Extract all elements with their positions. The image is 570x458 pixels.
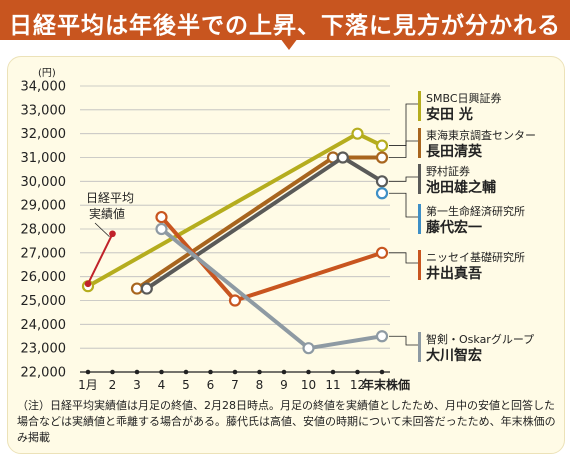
y-tick-label: 24,000 <box>21 318 67 333</box>
series-point <box>155 222 168 236</box>
series-point <box>130 282 144 295</box>
y-tick-label: 25,000 <box>21 294 67 309</box>
series-point <box>302 342 315 355</box>
actual-label-leader <box>94 222 110 238</box>
y-tick-label: 33,000 <box>21 103 67 118</box>
x-tick-dot <box>306 369 311 375</box>
x-tick-label: 4 <box>158 378 166 392</box>
x-tick-label: 8 <box>256 378 264 392</box>
series-point <box>155 210 168 224</box>
x-tick-label: 9 <box>280 378 288 392</box>
series-line <box>145 155 384 291</box>
label-color-bar <box>418 164 421 194</box>
footnote: （注）日経平均実績値は月足の終値、2月28日時点。月足の終値を実績値としたため、… <box>17 399 556 444</box>
actual-label: 実績値 <box>89 206 125 221</box>
x-tick-dot <box>110 369 115 375</box>
title-bar: 日経平均は年後半での上昇、下落に見方が分かれる <box>0 0 570 40</box>
analyst-firm: 第一生命経済研究所 <box>426 204 525 218</box>
x-tick-label: 10 <box>301 378 316 392</box>
x-tick-label: 6 <box>207 378 215 392</box>
analyst-name: 大川智宏 <box>426 347 482 364</box>
label-leader <box>389 192 418 218</box>
series-point <box>140 282 153 295</box>
x-tick-label: 11 <box>325 378 340 392</box>
actual-line <box>87 233 114 285</box>
x-tick-dot <box>85 369 91 375</box>
label-color-bar <box>418 332 421 362</box>
x-tick-dot <box>355 369 360 375</box>
x-tick-dot <box>232 369 238 375</box>
y-tick-label: 32,000 <box>21 127 67 142</box>
y-tick-label: 23,000 <box>21 342 67 357</box>
label-color-bar <box>418 250 421 280</box>
x-tick-label: 5 <box>182 378 190 392</box>
x-tick-label: 1月 <box>78 378 98 392</box>
analyst-firm: 野村証券 <box>426 164 470 178</box>
x-tick-label: 3 <box>133 378 141 392</box>
label-leader <box>389 252 418 264</box>
label-leader <box>389 103 418 146</box>
y-tick-label: 30,000 <box>21 175 67 190</box>
x-tick-label: 年末株価 <box>362 377 410 392</box>
title-pointer <box>280 38 298 50</box>
analyst-firm: 智剣・Oskarグループ <box>426 332 534 346</box>
y-tick-label: 22,000 <box>21 366 67 381</box>
x-tick-dot <box>379 369 385 375</box>
x-tick-dot <box>330 369 336 375</box>
y-tick-label: 34,000 <box>21 80 67 95</box>
y-unit-label: (円) <box>38 68 56 79</box>
analyst-name: 長田清英 <box>426 143 483 160</box>
x-tick-label: 7 <box>231 378 239 392</box>
series-point <box>351 127 364 140</box>
x-tick-dot <box>281 369 287 375</box>
label-leader <box>389 335 418 346</box>
y-tick-label: 28,000 <box>21 223 67 238</box>
label-leader <box>389 140 418 158</box>
x-tick-dot <box>134 369 140 375</box>
label-leader <box>389 176 418 182</box>
x-tick-dot <box>183 369 189 375</box>
label-color-bar <box>418 204 421 234</box>
y-tick-label: 29,000 <box>21 199 67 214</box>
series-point <box>375 246 389 259</box>
analyst-name: 井出真吾 <box>426 265 482 282</box>
analyst-name: 池田雄之輔 <box>426 179 496 196</box>
y-tick-label: 31,000 <box>21 151 67 166</box>
series-point <box>375 175 389 188</box>
actual-point <box>109 230 116 238</box>
analyst-name: 安田 光 <box>426 106 473 123</box>
series-point <box>375 330 389 343</box>
actual-label: 日経平均 <box>86 191 134 205</box>
series-point <box>375 151 389 164</box>
x-tick-dot <box>208 369 213 375</box>
x-tick-label: 2 <box>109 378 117 392</box>
analyst-firm: SMBC日興証券 <box>426 91 502 105</box>
series-point <box>375 187 389 200</box>
x-tick-label: 12 <box>350 378 365 392</box>
analyst-name: 藤代宏一 <box>426 219 482 236</box>
series-point <box>228 294 242 307</box>
label-color-bar <box>418 91 421 121</box>
y-tick-label: 27,000 <box>21 246 67 261</box>
actual-point <box>84 280 92 288</box>
chart-panel <box>7 56 565 454</box>
analyst-firm: ニッセイ基礎研究所 <box>426 250 525 264</box>
label-color-bar <box>418 128 421 158</box>
x-tick-dot <box>257 369 262 375</box>
analyst-firm: 東海東京調査センター <box>426 128 536 142</box>
x-tick-dot <box>159 369 164 375</box>
series-point <box>375 139 389 152</box>
y-tick-label: 26,000 <box>21 270 67 285</box>
chart-title: 日経平均は年後半での上昇、下落に見方が分かれる <box>9 13 561 39</box>
series-point <box>336 151 349 164</box>
